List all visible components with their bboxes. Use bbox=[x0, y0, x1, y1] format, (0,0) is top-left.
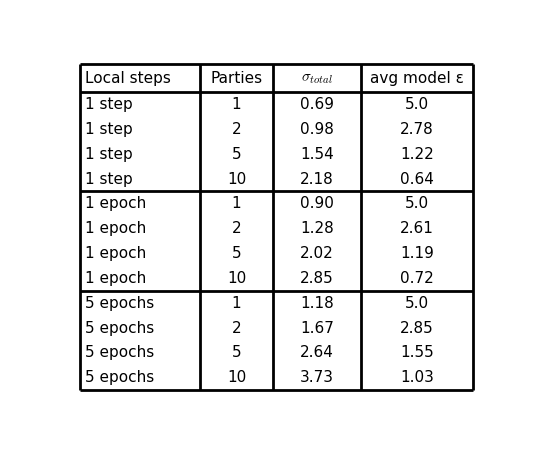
Text: 1 step: 1 step bbox=[85, 147, 132, 162]
Text: 1.54: 1.54 bbox=[300, 147, 334, 162]
Text: $\sigma_{total}$: $\sigma_{total}$ bbox=[301, 71, 333, 86]
Text: 1: 1 bbox=[232, 296, 241, 310]
Text: 1.55: 1.55 bbox=[400, 345, 434, 360]
Text: 5: 5 bbox=[232, 147, 241, 162]
Text: 5 epochs: 5 epochs bbox=[85, 370, 154, 385]
Text: 2.02: 2.02 bbox=[300, 246, 334, 261]
Text: 1.22: 1.22 bbox=[400, 147, 434, 162]
Text: 1.19: 1.19 bbox=[400, 246, 434, 261]
Text: 2.85: 2.85 bbox=[400, 320, 434, 336]
Text: 1 step: 1 step bbox=[85, 122, 132, 137]
Text: 1: 1 bbox=[232, 196, 241, 211]
Text: 2: 2 bbox=[232, 221, 241, 236]
Text: 0.90: 0.90 bbox=[300, 196, 334, 211]
Text: 10: 10 bbox=[227, 271, 246, 286]
Text: 0.98: 0.98 bbox=[300, 122, 334, 137]
Text: Local steps: Local steps bbox=[85, 71, 171, 86]
Text: 2: 2 bbox=[232, 122, 241, 137]
Text: 2.64: 2.64 bbox=[300, 345, 334, 360]
Text: 1.18: 1.18 bbox=[300, 296, 334, 310]
Text: 1.28: 1.28 bbox=[300, 221, 334, 236]
Text: Parties: Parties bbox=[211, 71, 262, 86]
Text: 1 step: 1 step bbox=[85, 97, 132, 112]
Text: 1.03: 1.03 bbox=[400, 370, 434, 385]
Text: 10: 10 bbox=[227, 370, 246, 385]
Text: 3.73: 3.73 bbox=[300, 370, 334, 385]
Text: 1 step: 1 step bbox=[85, 171, 132, 186]
Text: 5: 5 bbox=[232, 345, 241, 360]
Text: 10: 10 bbox=[227, 171, 246, 186]
Text: 0.69: 0.69 bbox=[300, 97, 334, 112]
Text: 1 epoch: 1 epoch bbox=[85, 246, 146, 261]
Text: 2.85: 2.85 bbox=[300, 271, 334, 286]
Text: 1.67: 1.67 bbox=[300, 320, 334, 336]
Text: 1 epoch: 1 epoch bbox=[85, 196, 146, 211]
Text: 5.0: 5.0 bbox=[405, 296, 429, 310]
Text: 0.64: 0.64 bbox=[400, 171, 434, 186]
Text: 2.61: 2.61 bbox=[400, 221, 434, 236]
Text: 2: 2 bbox=[232, 320, 241, 336]
Text: 1: 1 bbox=[232, 97, 241, 112]
Text: 5 epochs: 5 epochs bbox=[85, 345, 154, 360]
Text: 5 epochs: 5 epochs bbox=[85, 296, 154, 310]
Text: 5: 5 bbox=[232, 246, 241, 261]
Text: 1 epoch: 1 epoch bbox=[85, 221, 146, 236]
Text: 5.0: 5.0 bbox=[405, 97, 429, 112]
Text: 5.0: 5.0 bbox=[405, 196, 429, 211]
Text: 5 epochs: 5 epochs bbox=[85, 320, 154, 336]
Text: 0.72: 0.72 bbox=[400, 271, 434, 286]
Text: 2.78: 2.78 bbox=[400, 122, 434, 137]
Text: 2.18: 2.18 bbox=[300, 171, 334, 186]
Text: avg model ε: avg model ε bbox=[370, 71, 464, 86]
Text: 1 epoch: 1 epoch bbox=[85, 271, 146, 286]
